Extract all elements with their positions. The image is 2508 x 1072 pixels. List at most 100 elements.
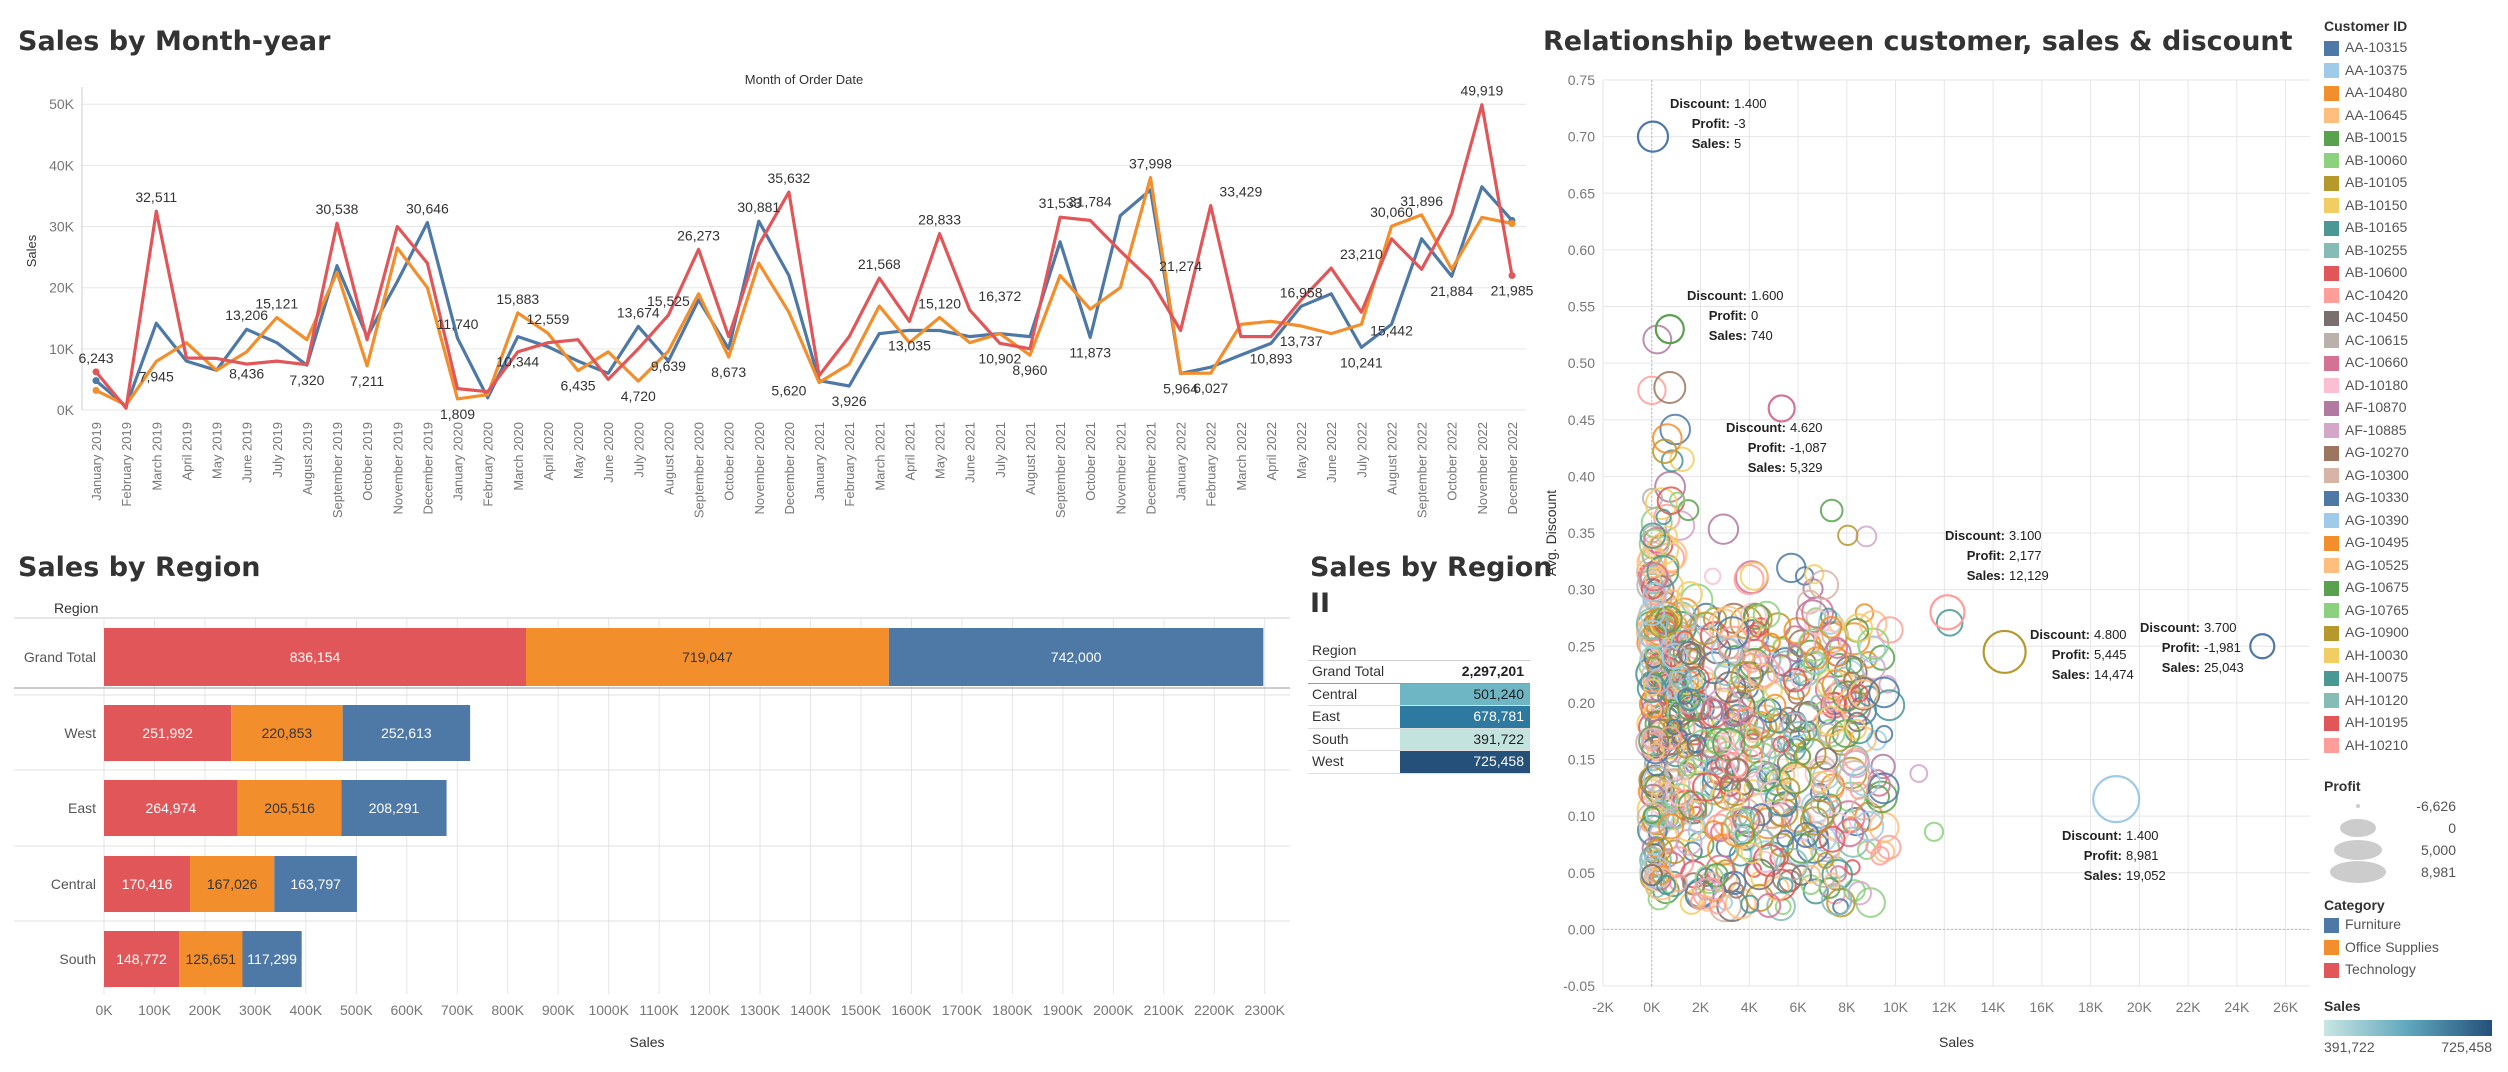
customer-legend-item[interactable]: AF-10885 (2324, 419, 2504, 442)
scatter-annotation-key: Discount: (1945, 528, 2005, 543)
line-data-label: 21,985 (1491, 283, 1534, 299)
region-row-label: South (59, 951, 96, 967)
customer-legend-item[interactable]: AG-10390 (2324, 509, 2504, 532)
office-swatch (2324, 940, 2339, 956)
scatter-point (1724, 887, 1757, 920)
scatter-annotation-key: Sales: (1967, 568, 2005, 583)
scatter-point (1641, 487, 1664, 509)
region2-rows: Grand Total 2,297,201 Central 501,240 East 67… (1308, 661, 1530, 774)
scatter-point (1752, 600, 1781, 629)
customer-swatch (2324, 40, 2339, 56)
category-legend-technology[interactable]: Technology (2324, 958, 2504, 981)
customer-legend-item[interactable]: AC-10660 (2324, 351, 2504, 374)
region-x-tick: 1700K (942, 1002, 983, 1018)
customer-label: AH-10195 (2345, 714, 2409, 730)
customer-legend-item[interactable]: AG-10300 (2324, 464, 2504, 487)
customer-swatch (2324, 400, 2339, 416)
scatter-x-tick: 18K (2078, 999, 2104, 1015)
customer-legend-item[interactable]: AC-10420 (2324, 284, 2504, 307)
customer-swatch (2324, 580, 2339, 596)
region-x-tick: 900K (542, 1002, 575, 1018)
customer-legend-item[interactable]: AA-10480 (2324, 81, 2504, 104)
customer-legend-item[interactable]: AC-10615 (2324, 329, 2504, 352)
customer-legend-item[interactable]: AA-10645 (2324, 104, 2504, 127)
scatter-x-tick: 24K (2224, 999, 2250, 1015)
category-legend-office[interactable]: Office Supplies (2324, 936, 2504, 959)
line-x-tick: February 2019 (119, 422, 134, 507)
customer-legend-item[interactable]: AG-10270 (2324, 441, 2504, 464)
customer-legend-item[interactable]: AC-10450 (2324, 306, 2504, 329)
scatter-point (1859, 610, 1888, 639)
scatter-x-tick: 16K (2029, 999, 2055, 1015)
customer-legend-item[interactable]: AG-10900 (2324, 621, 2504, 644)
scatter-point (1824, 872, 1841, 890)
customer-legend-item[interactable]: AF-10870 (2324, 396, 2504, 419)
scatter-x-tick: -2K (1592, 999, 1614, 1015)
scatter-point (1711, 605, 1744, 638)
region-bar-label: 125,651 (185, 951, 236, 967)
customer-legend-item[interactable]: AG-10525 (2324, 554, 2504, 577)
line-x-tick: August 2022 (1384, 422, 1399, 495)
customer-legend-item[interactable]: AB-10255 (2324, 239, 2504, 262)
customer-legend-item[interactable]: AA-10315 (2324, 36, 2504, 59)
line-data-label: 31,896 (1400, 193, 1443, 209)
scatter-point (1723, 789, 1745, 811)
customer-legend-item[interactable]: AB-10060 (2324, 149, 2504, 172)
customer-legend-item[interactable]: AG-10675 (2324, 576, 2504, 599)
region-bar-label: 208,291 (369, 800, 420, 816)
customer-legend-item[interactable]: AG-10495 (2324, 531, 2504, 554)
region-bar-label: 836,154 (290, 649, 341, 665)
scatter-point (1742, 602, 1770, 630)
region-row-label: Central (51, 876, 96, 892)
scatter-highlight-point (1982, 629, 2027, 675)
customer-legend-item[interactable]: AB-10600 (2324, 261, 2504, 284)
scatter-x-tick: 14K (1981, 999, 2007, 1015)
customer-legend-item[interactable]: AH-10075 (2324, 666, 2504, 689)
profit-size-marker-3 (2334, 840, 2382, 860)
scatter-point (1643, 678, 1662, 697)
customer-legend-item[interactable]: AG-10330 (2324, 486, 2504, 509)
category-legend-furniture[interactable]: Furniture (2324, 913, 2504, 936)
customer-legend-item[interactable]: AB-10015 (2324, 126, 2504, 149)
scatter-point (1655, 605, 1683, 633)
scatter-point (1636, 802, 1669, 834)
region2-row-label: East (1312, 708, 1341, 724)
region-x-tick: 1600K (891, 1002, 932, 1018)
scatter-x-tick: 12K (1932, 999, 1958, 1015)
scatter-annotation-value: -1,981 (2204, 640, 2241, 655)
scatter-y-tick: -0.05 (1563, 978, 1595, 994)
customer-legend-item[interactable]: AG-10765 (2324, 599, 2504, 622)
line-data-label: 6,027 (1193, 380, 1228, 396)
scatter-point (1859, 651, 1878, 669)
line-x-tick: August 2019 (300, 422, 315, 495)
customer-swatch (2324, 625, 2339, 641)
region-row-label: West (64, 725, 96, 741)
scatter-point (1876, 616, 1904, 644)
line-y-tick: 30K (49, 219, 75, 235)
customer-legend-item[interactable]: AB-10165 (2324, 216, 2504, 239)
customer-legend-item[interactable]: AD-10180 (2324, 374, 2504, 397)
scatter-point (1749, 742, 1777, 771)
scatter-point (1814, 675, 1844, 704)
scatter-point (1804, 758, 1835, 789)
scatter-point (1861, 655, 1886, 681)
customer-legend-item[interactable]: AH-10030 (2324, 644, 2504, 667)
scatter-annotation-value: 1.400 (1734, 96, 1767, 111)
scatter-point (1776, 552, 1807, 584)
customer-legend-item[interactable]: AA-10375 (2324, 59, 2504, 82)
scatter-annotation-value: 5,445 (2094, 647, 2127, 662)
customer-legend-item[interactable]: AB-10150 (2324, 194, 2504, 217)
customer-swatch (2324, 333, 2339, 349)
customer-legend-item[interactable]: AH-10210 (2324, 734, 2504, 757)
line-x-tick: May 2020 (571, 422, 586, 479)
scatter-point (1935, 609, 1964, 637)
customer-legend-item[interactable]: AH-10195 (2324, 711, 2504, 734)
scatter-annotation-value: 740 (1751, 328, 1773, 343)
customer-legend-item[interactable]: AH-10120 (2324, 689, 2504, 712)
region2-row-label: Central (1312, 685, 1358, 702)
customer-legend-item[interactable]: AB-10105 (2324, 171, 2504, 194)
scatter-y-axis-title: Avg. Discount (1543, 490, 1559, 576)
line-endpoint-furniture (92, 377, 100, 385)
scatter-point (1819, 498, 1844, 523)
line-data-label: 3,926 (832, 393, 867, 409)
